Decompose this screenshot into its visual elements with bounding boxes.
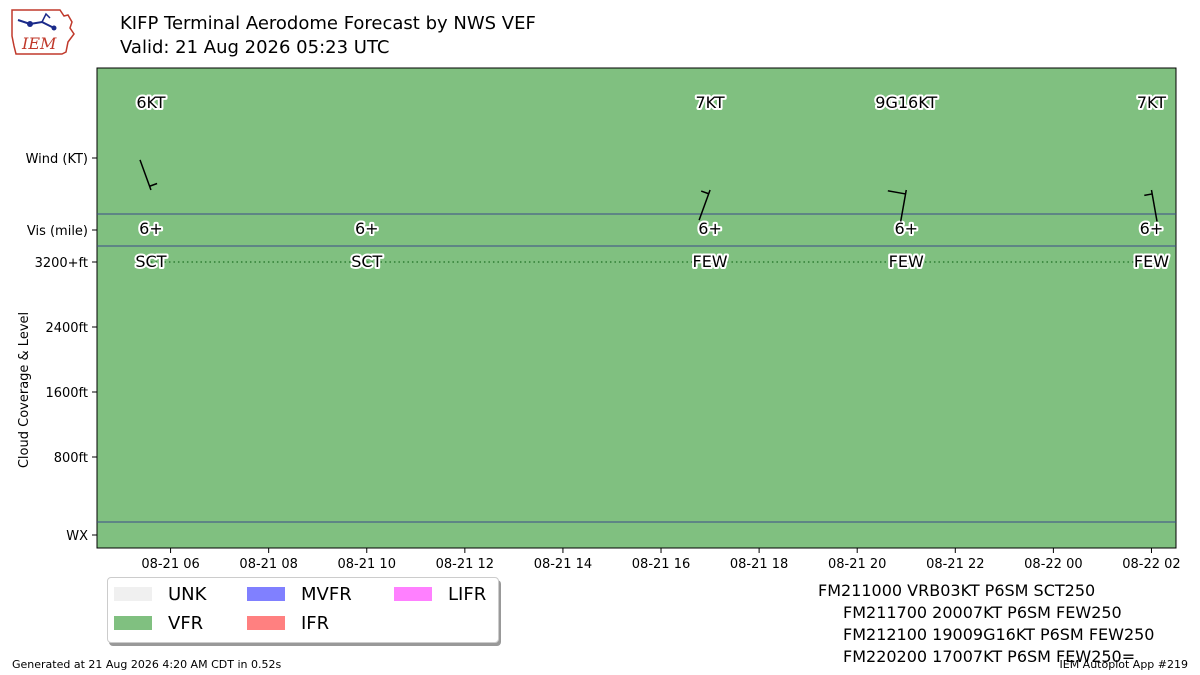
legend-swatch-mvfr: [247, 587, 285, 601]
cloud-coverage-label: FEW: [692, 252, 727, 271]
logo-text: IEM: [21, 34, 57, 53]
legend-swatch-vfr: [114, 616, 152, 630]
legend-item-mvfr: MVFR: [247, 582, 352, 606]
visibility-label: 6+: [1140, 219, 1164, 238]
y-tick-label: 1600ft: [45, 386, 88, 401]
app-credit: IEM Autoplot App #219: [1059, 658, 1189, 671]
visibility-label: 6+: [894, 219, 918, 238]
legend-label-lifr: LIFR: [448, 583, 487, 605]
wind-barb-staff: [139, 159, 152, 191]
cloud-coverage-label: SCT: [135, 252, 166, 271]
x-tick-label: 08-22 00: [1024, 557, 1082, 572]
legend-swatch-ifr: [247, 616, 285, 630]
wind-barb-flag: [700, 190, 709, 195]
x-tick-label: 08-21 10: [338, 557, 396, 572]
wind-barb-staff: [698, 189, 711, 221]
plot-area: [96, 67, 1177, 549]
legend-swatch-unk: [114, 587, 152, 601]
legend-label-unk: UNK: [168, 583, 207, 605]
vfr-background: [96, 67, 1177, 549]
y-tick-label: 2400ft: [45, 321, 88, 336]
y-row-label: WX: [66, 529, 88, 544]
visibility-label: 6+: [355, 219, 379, 238]
wind-barb-staff: [1150, 189, 1158, 222]
wind-speed-label: 7KT: [1137, 93, 1166, 112]
legend-swatch-lifr: [394, 587, 432, 601]
legend-item-ifr: IFR: [247, 611, 329, 635]
legend-item-lifr: LIFR: [394, 582, 486, 606]
x-tick-label: 08-21 22: [926, 557, 984, 572]
chart-title: KIFP Terminal Aerodome Forecast by NWS V…: [120, 13, 536, 34]
y-axis: Wind (KT) Vis (mile) WX 3200+ft 2400ft 1600ft…: [26, 152, 97, 544]
y-row-label: Wind (KT): [26, 152, 88, 167]
wind-barb-staff: [899, 189, 907, 222]
legend-label-vfr: VFR: [168, 612, 204, 634]
visibility-label: 6+: [139, 219, 163, 238]
wind-speed-label: 9G16KT: [875, 93, 937, 112]
legend-label-mvfr: MVFR: [301, 583, 352, 605]
x-axis: 08-21 06 08-21 08 08-21 10 08-21 12 08-21 14…: [141, 548, 1181, 572]
wind-barb-flag: [1144, 193, 1153, 197]
cloud-coverage-label: FEW: [889, 252, 924, 271]
taf-line: FM211700 20007KT P6SM FEW250: [843, 603, 1122, 622]
taf-line: FM211000 VRB03KT P6SM SCT250: [818, 581, 1096, 600]
x-tick-label: 08-21 06: [141, 557, 199, 572]
x-tick-label: 08-21 08: [239, 557, 297, 572]
x-tick-label: 08-21 14: [534, 557, 592, 572]
taf-line: FM212100 19009G16KT P6SM FEW250: [843, 625, 1155, 644]
legend: UNK VFR MVFR IFR LIFR: [107, 577, 499, 643]
legend-item-unk: UNK: [114, 582, 206, 606]
y-tick-label: 800ft: [54, 451, 88, 466]
taf-line: FM220200 17007KT P6SM FEW250=: [843, 647, 1136, 666]
wind-speed-label: 7KT: [695, 93, 724, 112]
wind-barb-flag: [887, 190, 906, 195]
legend-label-ifr: IFR: [301, 612, 330, 634]
y-axis-label: Cloud Coverage & Level: [17, 312, 32, 468]
x-tick-label: 08-21 20: [828, 557, 886, 572]
legend-item-vfr: VFR: [114, 611, 203, 635]
y-tick-label: 3200+ft: [35, 256, 88, 271]
cloud-coverage-label: FEW: [1134, 252, 1169, 271]
wind-barb-flag: [149, 182, 158, 187]
raw-taf-text: FM211000 VRB03KT P6SM SCT250 FM211700 20…: [818, 580, 1154, 668]
x-tick-label: 08-21 12: [436, 557, 494, 572]
iem-logo: IEM: [11, 9, 75, 55]
forecast-marks: 6KT 6+ SCT 6+ SCT 7KT 6+ FEW 9G16KT 6+ FEW 7KT 6+ FEW: [133, 91, 1171, 273]
visibility-label: 6+: [698, 219, 722, 238]
wind-speed-label: 6KT: [136, 93, 165, 112]
x-tick-label: 08-21 18: [730, 557, 788, 572]
cloud-coverage-label: SCT: [351, 252, 382, 271]
generated-timestamp: Generated at 21 Aug 2026 4:20 AM CDT in …: [12, 658, 282, 671]
x-tick-label: 08-22 02: [1122, 557, 1180, 572]
valid-time: Valid: 21 Aug 2026 05:23 UTC: [120, 37, 390, 58]
x-tick-label: 08-21 16: [632, 557, 690, 572]
y-row-label: Vis (mile): [27, 224, 88, 239]
